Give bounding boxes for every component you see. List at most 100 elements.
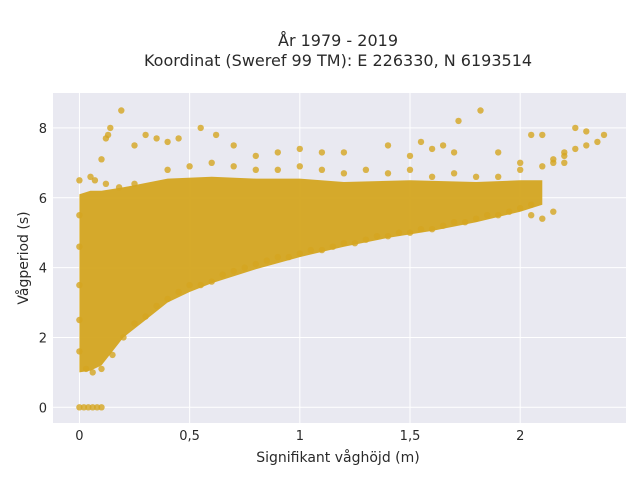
- chart-title-line-1: År 1979 - 2019: [278, 31, 398, 50]
- data-point: [495, 212, 502, 219]
- data-point: [428, 145, 436, 153]
- data-point: [102, 180, 110, 187]
- data-point: [561, 149, 568, 156]
- data-point: [274, 253, 281, 261]
- data-point: [131, 142, 138, 149]
- data-point: [472, 215, 480, 222]
- data-point: [329, 243, 337, 250]
- data-point: [362, 166, 370, 173]
- data-point: [89, 369, 96, 376]
- y-tick-label: 4: [39, 262, 47, 277]
- x-tick-label: 1,5: [400, 429, 421, 444]
- data-point: [340, 149, 348, 156]
- data-point: [175, 288, 182, 296]
- data-point: [528, 212, 535, 219]
- y-tick-label: 8: [39, 122, 47, 137]
- y-tick-label: 0: [39, 401, 47, 416]
- data-point: [455, 117, 462, 125]
- data-point: [417, 138, 425, 146]
- data-point: [307, 246, 314, 254]
- data-point: [528, 131, 535, 139]
- data-point: [484, 212, 491, 219]
- data-point: [428, 226, 436, 233]
- data-point: [252, 152, 259, 160]
- dense-point-cloud: [79, 176, 543, 373]
- data-point: [131, 320, 138, 327]
- data-point: [450, 149, 458, 156]
- x-tick-label: 2: [516, 429, 524, 444]
- data-point: [109, 351, 116, 359]
- data-point: [572, 124, 579, 132]
- data-point: [561, 159, 568, 166]
- data-point: [142, 313, 149, 320]
- data-point: [164, 138, 171, 146]
- data-point: [384, 142, 392, 149]
- data-point: [340, 170, 348, 177]
- data-point: [373, 233, 381, 240]
- data-point: [583, 128, 590, 135]
- data-point: [461, 219, 469, 226]
- data-point: [98, 404, 105, 411]
- data-point: [76, 212, 83, 219]
- data-point: [600, 131, 608, 139]
- data-point: [318, 149, 326, 156]
- data-point: [76, 281, 83, 289]
- data-point: [230, 163, 237, 170]
- data-point: [450, 170, 458, 177]
- data-point: [528, 201, 535, 208]
- data-point: [406, 166, 414, 173]
- data-point: [197, 281, 204, 289]
- data-point: [98, 365, 105, 373]
- data-points: [76, 107, 608, 411]
- data-point: [472, 173, 480, 180]
- data-point: [296, 163, 303, 170]
- data-point: [208, 278, 215, 285]
- data-point: [495, 173, 502, 180]
- data-point: [296, 145, 303, 153]
- data-point: [517, 166, 524, 173]
- data-point: [274, 149, 281, 156]
- data-point: [85, 404, 92, 411]
- data-point: [318, 166, 326, 173]
- data-point: [82, 365, 90, 373]
- data-point: [384, 170, 392, 177]
- data-point: [208, 159, 215, 166]
- data-point: [76, 348, 83, 355]
- data-point: [517, 205, 524, 212]
- data-point: [594, 138, 601, 146]
- data-point: [89, 404, 96, 411]
- data-point: [164, 166, 171, 173]
- data-point: [252, 166, 259, 173]
- x-tick-label: 0,5: [179, 429, 200, 444]
- data-point: [477, 107, 484, 114]
- data-point: [583, 142, 590, 149]
- x-tick-label: 0: [75, 429, 83, 444]
- data-point: [197, 124, 204, 132]
- data-point: [340, 240, 348, 247]
- y-tick-label: 2: [39, 331, 47, 346]
- data-point: [439, 142, 447, 149]
- data-point: [98, 156, 105, 163]
- data-point: [384, 233, 392, 240]
- data-point: [285, 253, 292, 261]
- data-point: [93, 404, 101, 411]
- y-tick-labels: 0 2 4 6 8: [39, 122, 47, 416]
- data-point: [107, 124, 114, 132]
- y-axis-label: Vågperiod (s): [15, 211, 32, 304]
- data-point: [362, 236, 370, 243]
- data-point: [406, 229, 414, 236]
- data-point: [186, 163, 193, 170]
- data-point: [450, 219, 458, 226]
- data-point: [318, 246, 326, 254]
- data-point: [104, 131, 112, 139]
- data-point: [186, 281, 193, 289]
- data-point: [153, 302, 160, 310]
- data-point: [175, 135, 182, 142]
- data-point: [230, 267, 237, 275]
- data-point: [506, 208, 513, 215]
- data-point: [76, 243, 83, 250]
- data-point: [439, 222, 447, 229]
- data-point: [550, 208, 557, 215]
- data-point: [164, 295, 171, 303]
